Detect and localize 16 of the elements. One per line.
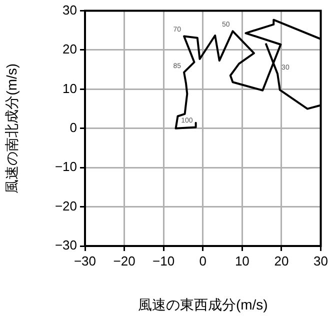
x-tick-label: 0 (199, 253, 206, 268)
y-axis-title: 風速の南北成分(m/s) (3, 63, 20, 194)
y-tick-label: 10 (62, 80, 77, 96)
y-tick-label: −20 (54, 198, 77, 214)
x-tick-label: −20 (113, 253, 136, 268)
x-tick-label: 10 (234, 253, 250, 268)
y-tick-label: 0 (70, 120, 77, 135)
x-tick-label: −30 (74, 253, 96, 268)
x-axis-title: 風速の東西成分(m/s) (138, 296, 268, 312)
x-tick-label: −10 (152, 253, 175, 268)
x-tick-label: 30 (314, 253, 328, 268)
x-tick-label: 20 (274, 253, 289, 268)
y-tick-label: 30 (62, 2, 77, 18)
y-tick-label: −30 (54, 238, 77, 253)
y-tick-label: −10 (54, 159, 77, 174)
y-tick-label: 20 (62, 42, 77, 57)
